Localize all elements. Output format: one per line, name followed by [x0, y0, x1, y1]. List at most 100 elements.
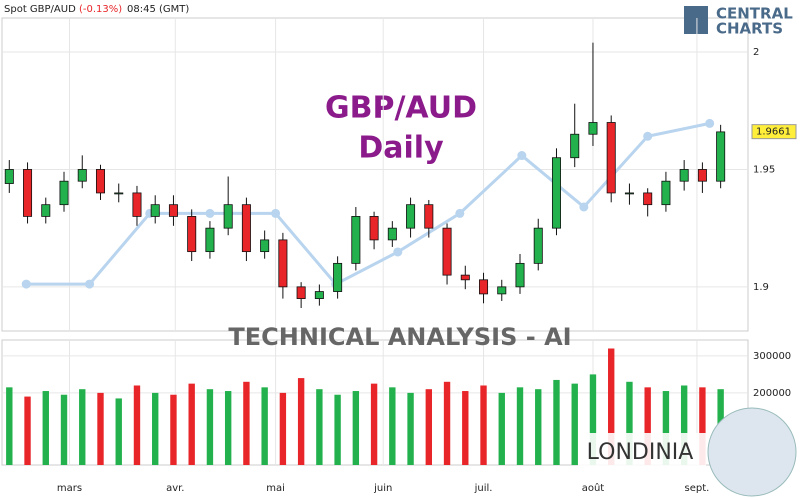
- candle-body: [643, 192, 653, 206]
- volume-bar: [188, 383, 195, 465]
- candle-body: [424, 204, 434, 229]
- volume-bar: [680, 385, 688, 465]
- candle-body: [77, 169, 87, 182]
- volume-bar: [60, 394, 68, 465]
- candle-body: [296, 286, 306, 299]
- volume-bar: [206, 389, 214, 465]
- volume-bar: [480, 385, 487, 465]
- candle-body: [551, 157, 561, 229]
- candle-body: [606, 122, 616, 194]
- volume-bar: [498, 392, 505, 465]
- volume-bar: [97, 392, 104, 465]
- indicator-point: [21, 279, 31, 289]
- indicator-point: [455, 208, 465, 218]
- candle-body: [570, 133, 580, 159]
- candle-body: [241, 204, 251, 253]
- last-price-box: [751, 124, 797, 140]
- indicator-point: [517, 151, 527, 161]
- candle-body: [533, 227, 543, 264]
- volume-bar: [571, 383, 578, 465]
- y-tick-label: 300000: [753, 351, 791, 362]
- indicator-point: [579, 202, 589, 212]
- candle-body: [679, 169, 689, 182]
- banner: TECHNICAL ANALYSIS - AI: [228, 323, 571, 351]
- volume-bar: [626, 381, 633, 465]
- volume-bar: [224, 391, 232, 465]
- instrument: Spot GBP/AUD: [4, 4, 76, 15]
- volume-bar: [370, 383, 378, 465]
- candle-body: [95, 169, 105, 194]
- volume-bar: [334, 394, 341, 465]
- volume-bar: [443, 381, 451, 465]
- candle-body: [697, 169, 707, 182]
- volume-bar: [297, 378, 305, 465]
- volume-bar: [662, 391, 670, 465]
- volume-bar: [152, 392, 159, 465]
- y-tick-label: 200000: [753, 388, 791, 399]
- candle-body: [716, 131, 726, 182]
- indicator-point: [271, 208, 281, 218]
- y-tick-label: 1.95: [753, 164, 775, 175]
- last-price-label: 1.9661: [756, 127, 791, 138]
- volume-bar: [243, 381, 250, 465]
- candle-body: [369, 216, 379, 241]
- chart-title: GBP/AUD: [325, 91, 477, 126]
- candle-body: [624, 192, 634, 195]
- candle-body: [114, 192, 124, 195]
- volume-bar: [589, 374, 597, 465]
- candle-body: [23, 169, 33, 217]
- candle-body: [497, 286, 507, 295]
- indicator-point: [643, 131, 653, 141]
- volume-bar: [407, 392, 414, 465]
- brand: LONDINIA: [587, 440, 694, 465]
- volume-bar: [389, 387, 396, 465]
- volume-bar: [24, 396, 31, 465]
- candle-body: [442, 227, 452, 276]
- candle-body: [4, 169, 14, 184]
- volume-bar: [553, 379, 560, 465]
- y-tick-label: 1.9: [753, 282, 769, 293]
- volume-bar: [462, 391, 469, 465]
- volume-bar: [352, 391, 360, 465]
- candle-body: [661, 180, 671, 206]
- indicator-point: [705, 118, 715, 128]
- logo-text: CHARTS: [716, 20, 783, 38]
- avatar: [707, 407, 797, 497]
- x-tick-label: avr.: [166, 483, 184, 494]
- candle-body: [406, 204, 416, 229]
- volume-bar: [79, 389, 86, 465]
- candle-body: [168, 204, 178, 217]
- price-panel: [1, 17, 749, 332]
- x-tick-label: août: [582, 482, 605, 494]
- candle-body: [59, 180, 69, 206]
- volume-bar: [699, 387, 706, 465]
- candle-body: [260, 239, 270, 253]
- volume-bar: [535, 389, 542, 465]
- volume-bar: [115, 398, 122, 465]
- candle-body: [223, 204, 233, 229]
- volume-bar: [644, 387, 651, 465]
- volume-bar: [608, 348, 615, 465]
- x-tick-label: juil.: [474, 483, 493, 494]
- candle-body: [515, 262, 525, 288]
- candle-body: [278, 239, 288, 288]
- indicator-point: [205, 208, 215, 218]
- volume-bar: [133, 385, 141, 465]
- x-tick-label: juin: [373, 483, 392, 494]
- volume-bar: [42, 391, 49, 465]
- indicator-point: [393, 247, 403, 257]
- candle-body: [479, 279, 489, 295]
- volume-bar: [170, 394, 177, 465]
- y-tick-label: 2: [753, 47, 759, 58]
- x-tick-label: mars: [57, 483, 82, 494]
- candle-body: [588, 122, 598, 135]
- volume-bar: [425, 389, 432, 465]
- candle-body: [351, 216, 361, 264]
- volume-bar: [6, 387, 13, 465]
- candle-body: [41, 204, 51, 217]
- candle-body: [314, 291, 324, 299]
- volume-bar: [516, 387, 524, 465]
- candle-body: [387, 227, 397, 241]
- indicator-line: [26, 121, 711, 286]
